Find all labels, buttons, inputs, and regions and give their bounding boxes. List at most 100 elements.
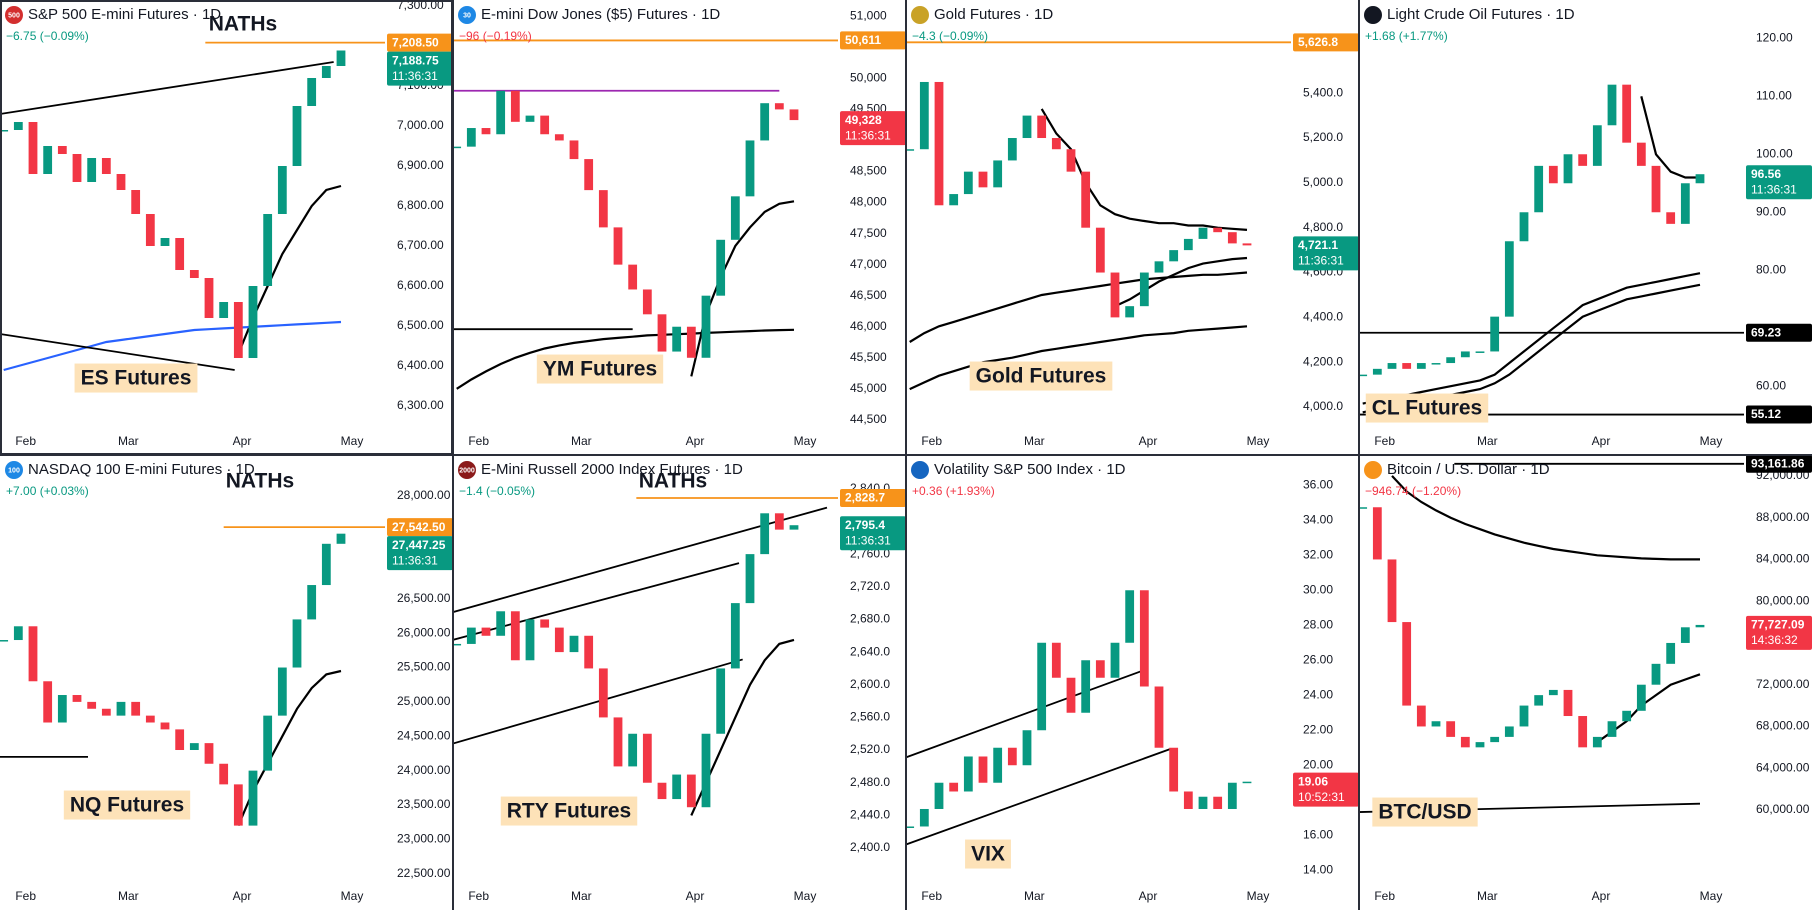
price-label: [1746, 323, 1812, 342]
annotation-text: Gold Futures: [976, 365, 1107, 388]
candle: [481, 128, 491, 135]
price-label-text: 93,161.86: [1751, 456, 1805, 470]
countdown-text: 11:36:31: [845, 533, 891, 547]
symbol-icon: [1364, 6, 1382, 24]
price-change: +0.36 (+1.93%): [912, 484, 995, 498]
chart-title: E-mini Dow Jones ($5) Futures · 1D: [481, 6, 720, 23]
candle: [0, 130, 9, 132]
price-change: −4.3 (−0.09%): [912, 29, 988, 43]
y-tick-label: 51,000: [850, 8, 887, 22]
chart-panel: NATHs RTY Futures 2000 E-Mini Russell 2000 …: [453, 461, 906, 903]
chart-panel: VIX Volatility S&P 500 Index · 1D +0.36 (+…: [906, 461, 1359, 903]
price-label-text: 7,208.50: [392, 35, 439, 49]
candle: [1636, 142, 1646, 166]
x-tick-label: May: [794, 434, 817, 448]
candle: [1051, 138, 1061, 150]
candle: [1475, 742, 1485, 748]
candle: [1198, 796, 1208, 809]
candle: [481, 627, 491, 636]
y-tick-label: 4,000.0: [1303, 399, 1343, 413]
y-tick-label: 64,000.00: [1756, 760, 1810, 774]
candle: [1460, 736, 1470, 748]
y-tick-label: 7,300.00: [397, 0, 444, 12]
candle: [993, 747, 1003, 783]
candle: [1183, 791, 1193, 809]
candle: [28, 122, 38, 174]
candle: [292, 106, 302, 166]
y-tick-label: 60.00: [1756, 378, 1786, 392]
y-tick-label: 84,000.00: [1756, 552, 1810, 566]
y-tick-label: 28,000.00: [397, 488, 451, 502]
price-label: [1746, 405, 1812, 424]
candle: [789, 109, 799, 121]
y-tick-label: 26,000.00: [397, 625, 451, 639]
annotation-text: CL Futures: [1372, 397, 1482, 420]
candle: [307, 585, 317, 620]
x-tick-label: Apr: [686, 434, 705, 448]
candle: [934, 81, 944, 206]
candle: [57, 146, 67, 154]
annotation-text: ES Futures: [81, 367, 192, 390]
x-tick-label: May: [341, 434, 364, 448]
y-tick-label: 30.00: [1303, 582, 1333, 596]
price-label-text: 50,611: [845, 33, 881, 47]
x-tick-label: May: [1247, 434, 1270, 448]
candle: [1242, 243, 1252, 246]
plot-area: [906, 41, 1291, 391]
candle: [1242, 781, 1252, 784]
price-label: [1293, 33, 1359, 52]
candle: [978, 171, 988, 188]
y-tick-label: 47,500: [850, 226, 887, 240]
candle: [701, 733, 711, 808]
candle: [1622, 84, 1632, 143]
candle: [1680, 183, 1690, 224]
candle: [774, 103, 784, 110]
price-change: +1.68 (+1.77%): [1365, 29, 1448, 43]
y-tick-label: 50,000: [850, 71, 887, 85]
y-tick-label: 26,500.00: [397, 591, 451, 605]
candle: [87, 701, 97, 709]
candle: [1066, 149, 1076, 172]
chart-panel: BTC/USD Bitcoin / U.S. Dollar · 1D −946.74…: [1359, 454, 1812, 903]
candle: [642, 289, 652, 315]
annotation-box: [1365, 393, 1489, 423]
y-tick-label: 32.00: [1303, 547, 1333, 561]
y-tick-label: 4,400.0: [1303, 310, 1343, 324]
y-tick-label: 100.00: [1756, 146, 1793, 160]
x-tick-label: Mar: [571, 434, 592, 448]
x-tick-label: Apr: [233, 434, 252, 448]
candle: [1416, 363, 1426, 369]
candle: [277, 667, 287, 716]
candle: [248, 286, 258, 358]
price-label: [387, 33, 453, 52]
candle: [145, 715, 155, 723]
candle: [1651, 165, 1661, 213]
x-tick-label: May: [794, 889, 817, 903]
chart-title: E-Mini Russell 2000 Index Futures · 1D: [481, 461, 743, 478]
chart-panel: NATHs ES Futures 500 S&P 500 E-mini Futures…: [0, 0, 453, 448]
candle: [760, 103, 770, 141]
symbol-icon: [1364, 461, 1382, 479]
y-tick-label: 68,000.00: [1756, 719, 1810, 733]
candle: [1402, 363, 1412, 369]
candle: [1504, 241, 1514, 317]
candle: [584, 159, 594, 191]
candle: [510, 611, 520, 661]
candle: [1051, 642, 1061, 678]
candle: [993, 160, 1003, 188]
x-tick-label: May: [341, 889, 364, 903]
plot-area: [0, 41, 385, 372]
price-label-text: 96.56: [1751, 167, 1781, 181]
price-label-text: 55.12: [1751, 407, 1781, 421]
candle: [978, 756, 988, 783]
candle: [789, 525, 799, 530]
annotation-text: VIX: [971, 843, 1005, 866]
y-tick-label: 46,500: [850, 288, 887, 302]
candle: [1169, 250, 1179, 262]
plot-area: [906, 590, 1252, 846]
symbol-icon: [458, 6, 476, 24]
annotation-text: NATHs: [639, 470, 707, 493]
candle: [598, 190, 608, 228]
candle: [1139, 590, 1149, 687]
indicator-line: [909, 325, 1248, 391]
